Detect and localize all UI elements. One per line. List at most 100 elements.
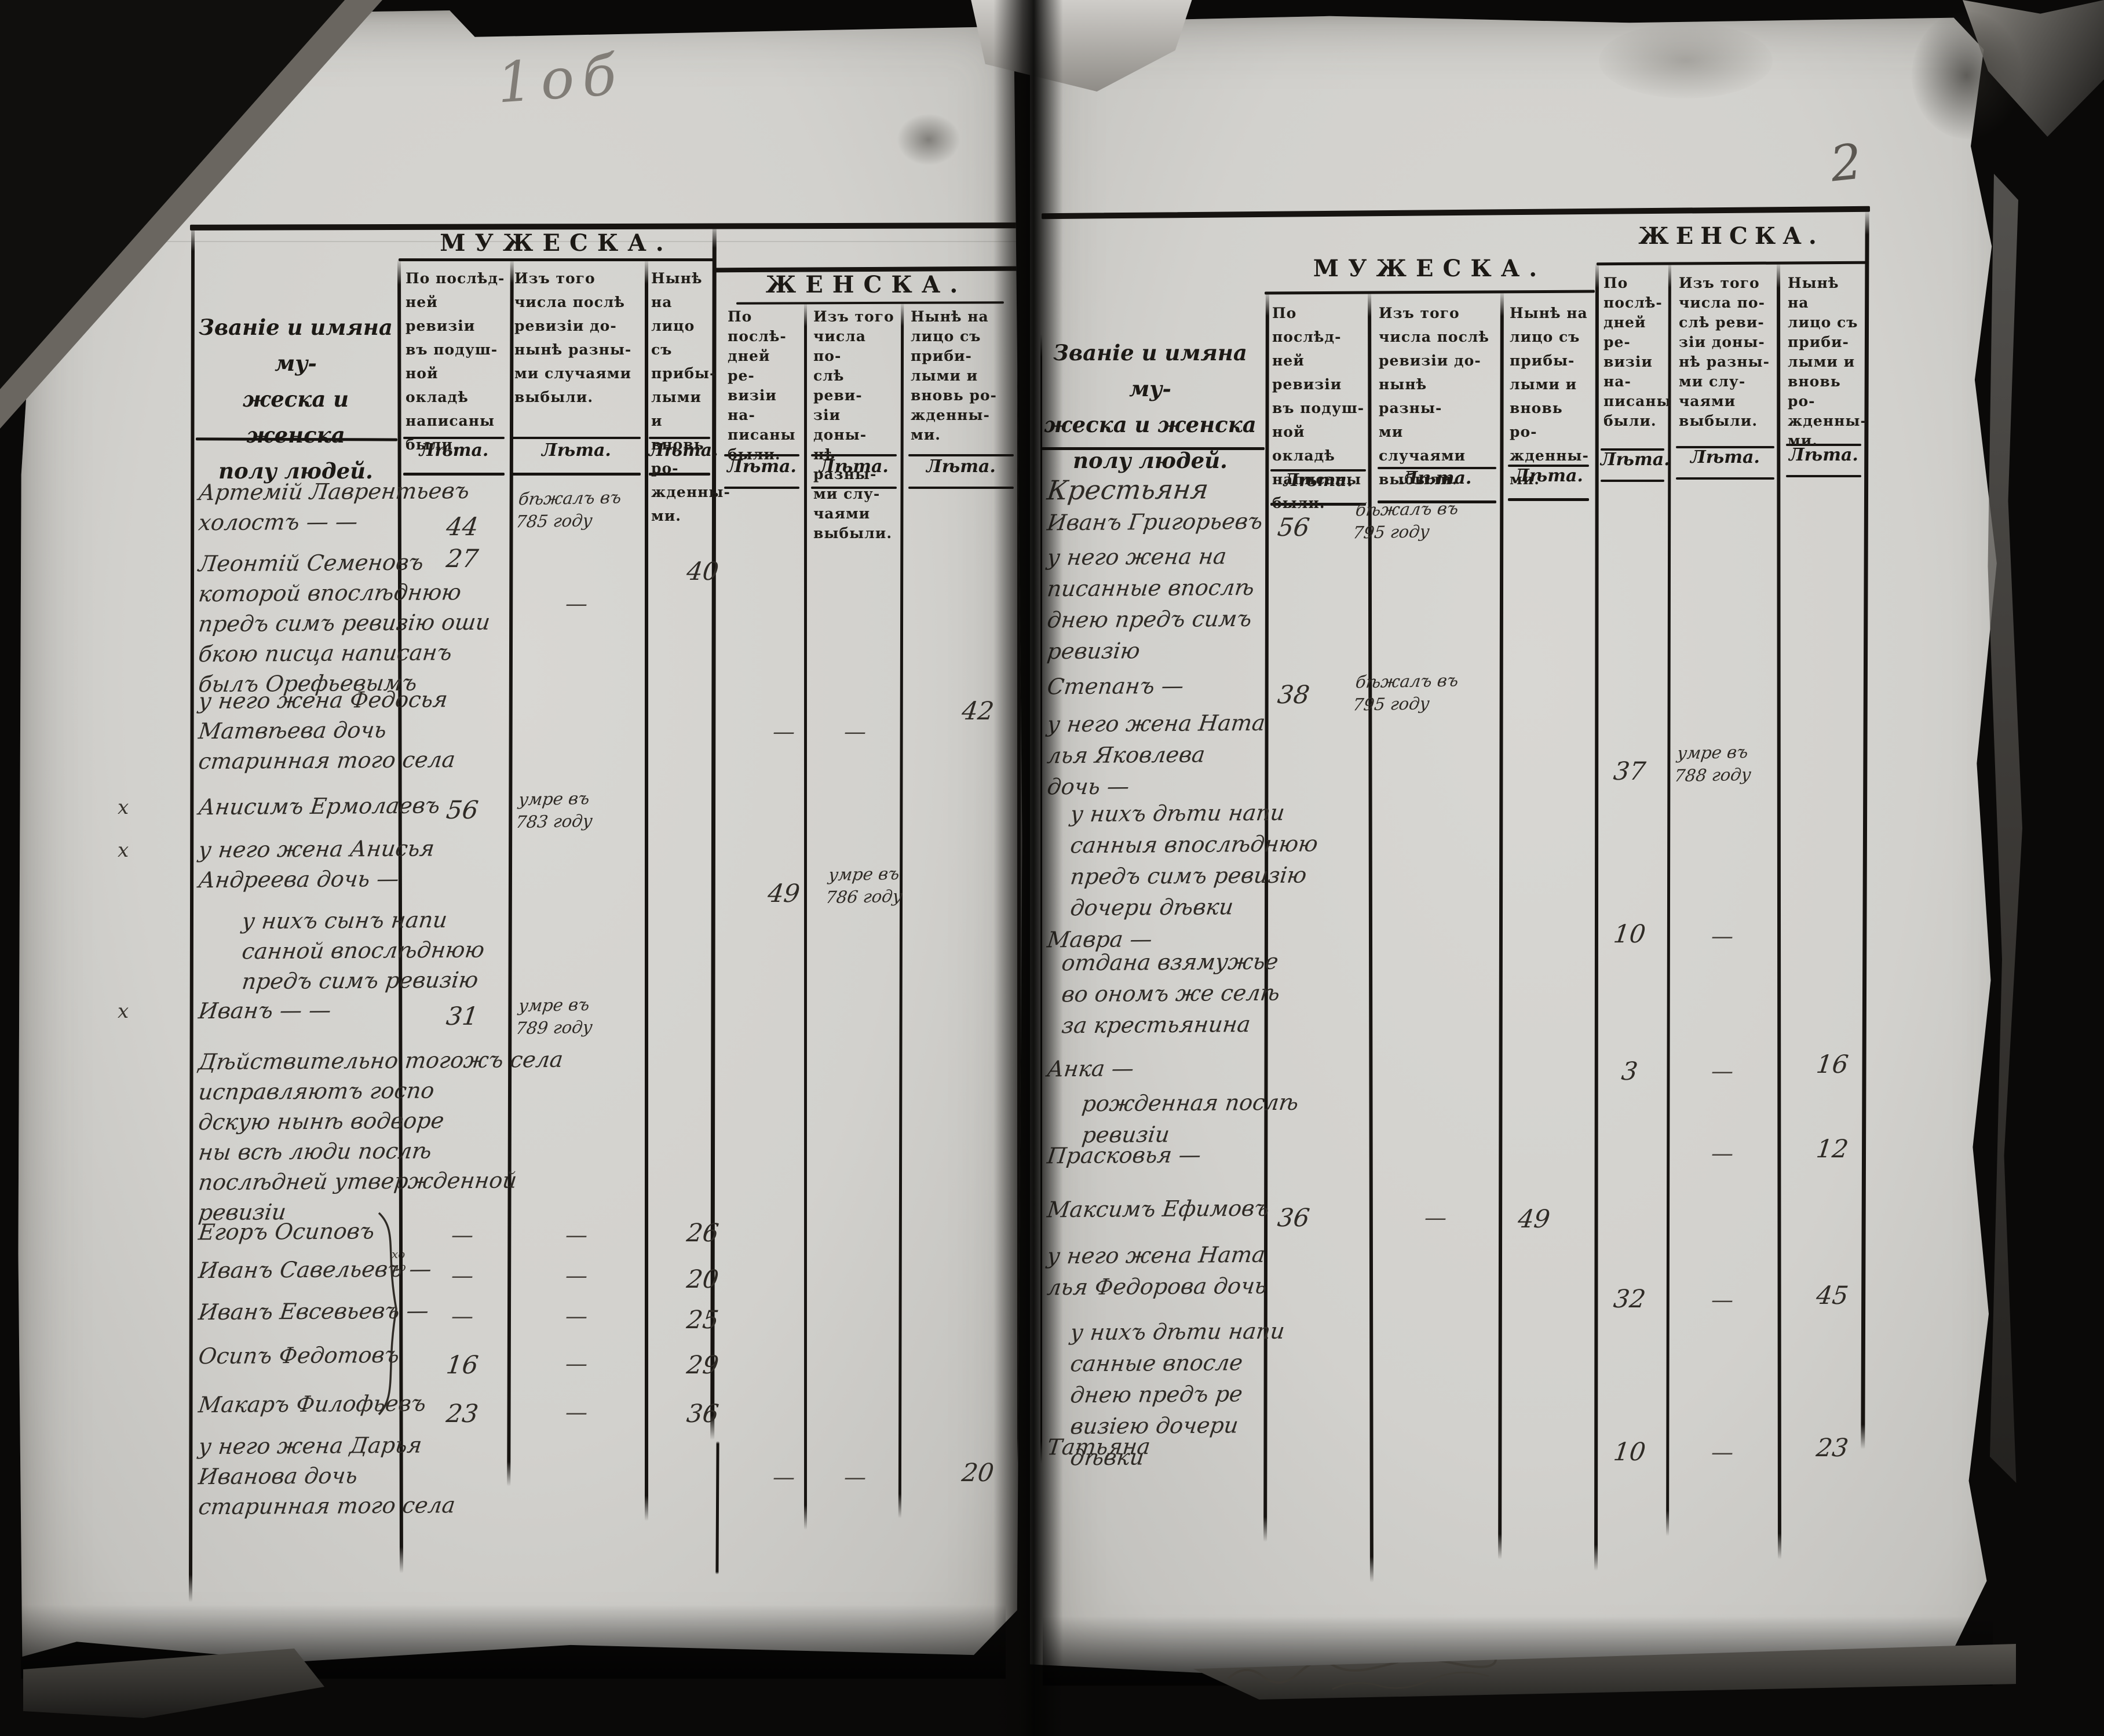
age-cell-f3: 12	[1814, 1135, 1850, 1164]
entry-line: Артемій Лаврентьевъ	[197, 477, 471, 506]
age-cell-f3: 42	[960, 697, 996, 726]
entry-line: исправляютъ госпо	[197, 1077, 436, 1105]
column-header-male_col3: Нынѣ на лицо съ прибы- лыми и вновь ро- …	[1510, 305, 1589, 488]
entry-line: дскую нынѣ водворе	[197, 1108, 445, 1135]
table-row: Иванъ Евсевьевъ —	[197, 1296, 430, 1326]
entry-line: у нихъ сынъ напи	[240, 907, 449, 934]
paper-crease	[18, 241, 1022, 242]
torn-page-edge	[1988, 174, 2022, 1483]
row-rule	[1786, 444, 1861, 446]
row-rule	[1270, 503, 1366, 506]
entry-line: старинная того села	[197, 1492, 457, 1520]
row-rule	[1676, 446, 1774, 448]
folio-number-right: 2	[1828, 133, 1865, 193]
age-cell-m1: 56	[444, 796, 480, 825]
table-row: Дѣйствительно тогожъ села исправляютъ гос…	[197, 1046, 565, 1227]
row-rule	[811, 454, 897, 456]
entry-line: Крестьяня	[1045, 473, 1211, 506]
age-cell-m3: 25	[685, 1306, 721, 1335]
age-cell-f3: 45	[1814, 1281, 1850, 1310]
age-cell-m1: 56	[1276, 513, 1312, 542]
stain	[1912, 12, 2022, 139]
row-rule	[512, 473, 641, 476]
table-row: Артемій Лаврентьевъ холостъ — —	[197, 477, 471, 537]
entry-line: Дѣйствительно тогожъ села	[197, 1046, 565, 1075]
entry-line: предъ симъ ревизію оши	[197, 609, 492, 637]
row-rule	[724, 454, 799, 456]
entry-line: Анисимъ Ермолаевъ	[197, 792, 441, 820]
age-cell-m2: —	[565, 1351, 587, 1376]
row-rule	[1601, 448, 1664, 451]
age-cell-m1: 27	[444, 544, 480, 573]
entry-line: санные впосле	[1069, 1350, 1244, 1377]
table-row: Осипъ Федотовъ	[197, 1340, 407, 1370]
age-cell-f2: —	[844, 719, 866, 744]
age-cell-m3: 36	[685, 1399, 721, 1428]
entry-line: послѣдней утвержденной	[197, 1167, 518, 1196]
age-cell-f1: 3	[1620, 1057, 1639, 1086]
column-rule	[188, 223, 195, 1603]
age-label: Лѣта.	[1514, 466, 1583, 486]
entry-line: у него жена на	[1046, 543, 1228, 571]
age-cell-f2: —	[1711, 923, 1733, 949]
age-cell-m2: —	[565, 1399, 587, 1425]
column-header-male_col1: По послѣд- ней ревизіи въ подуш- ной окл…	[406, 270, 505, 453]
age-cell-f2: умре въ 788 году	[1673, 742, 1752, 786]
entry-line: Матвѣева дочь	[197, 717, 388, 744]
left-page: 1об МУЖЕСКА. ЖЕНСКА. Званіе и имяна му- …	[18, 10, 1022, 1662]
row-rule	[1786, 475, 1861, 477]
column-header-male_col2: Изъ того числа послѣ ревизіи до- нынѣ ра…	[514, 270, 632, 405]
column-rule	[710, 223, 717, 1441]
entry-line: Иванъ Григорьевъ	[1046, 508, 1265, 536]
age-cell-m2: умре въ 789 году	[514, 995, 594, 1039]
column-rule	[1368, 290, 1374, 1583]
table-row: Прасковья —	[1046, 1139, 1267, 1171]
column-header-female_col1: По послѣ- дней ре- визіи на- писаны были…	[728, 308, 796, 463]
table-row: Иванъ Григорьевъ	[1046, 506, 1267, 538]
age-cell-f1: 37	[1612, 757, 1648, 786]
age-label: Лѣта.	[819, 456, 889, 477]
row-rule	[1378, 500, 1496, 503]
column-header-female_col2: Изъ того числа по- слѣ реви- зіи доны- н…	[813, 308, 894, 542]
age-cell-f2: —	[1711, 1058, 1733, 1084]
age-cell-f1: 10	[1612, 1438, 1648, 1467]
table-row: отдана взямужье во ономъ же селѣ за кресть…	[1060, 946, 1282, 1040]
entry-line: днею предъ ре	[1069, 1381, 1244, 1408]
female-section-title: ЖЕНСКА.	[1638, 222, 1824, 250]
column-rule	[1498, 290, 1504, 1560]
age-cell-m1: —	[451, 1303, 473, 1329]
entry-line: во ономъ же селѣ	[1060, 980, 1281, 1007]
row-rule	[649, 473, 710, 476]
age-cell-f1: 10	[1612, 920, 1648, 949]
entry-line: Степанъ —	[1046, 673, 1185, 700]
entry-line: дочери дѣвки	[1069, 894, 1235, 921]
column-rule	[898, 301, 904, 1519]
entry-line: Осипъ Федотовъ	[197, 1342, 401, 1369]
male-section-title: МУЖЕСКА.	[1313, 255, 1547, 282]
age-label: Лѣта.	[1283, 470, 1353, 491]
age-cell-m1: 44	[444, 513, 480, 542]
column-rule	[1777, 261, 1781, 1560]
age-cell-m1: —	[451, 1222, 473, 1248]
row-rule	[189, 222, 1020, 231]
age-cell-m1: 36	[1276, 1204, 1312, 1233]
column-rule	[645, 258, 648, 1521]
column-header-female_col2: Изъ того числа по- слѣ реви- зіи доны- н…	[1679, 275, 1770, 429]
table-row: у него жена на писанные впослѣ днею предъ …	[1046, 541, 1267, 666]
entry-line: Татьяна	[1046, 1434, 1152, 1460]
age-cell-f1: —	[773, 719, 795, 744]
entry-line: писанные впослѣ	[1046, 574, 1256, 602]
row-rule	[649, 437, 710, 439]
age-cell-m2: умре въ 783 году	[514, 788, 594, 832]
age-cell-m3: 26	[685, 1219, 721, 1248]
male-section-title: МУЖЕСКА.	[440, 229, 673, 257]
age-cell-f3: 20	[960, 1459, 996, 1488]
age-cell-m3: 40	[685, 557, 721, 586]
row-rule	[1042, 447, 1265, 450]
row-rule	[1508, 465, 1589, 467]
margin-x-mark: х	[118, 1000, 129, 1023]
row-rule	[399, 258, 714, 261]
name-column-header: Званіе и имяна му- жеска и женска полу л…	[1044, 340, 1256, 473]
age-label: Лѣта.	[649, 440, 718, 461]
age-cell-m3: 20	[685, 1265, 721, 1294]
